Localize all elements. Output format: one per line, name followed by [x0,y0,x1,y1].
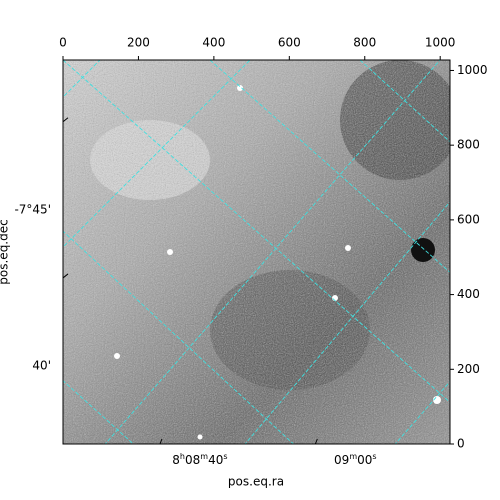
ra-tick-label: 09m00s [334,452,377,467]
dec-tick [62,273,69,279]
x-tick-label: 200 [127,36,150,50]
plot-frame [62,59,451,445]
x-tick-label: 400 [202,36,225,50]
dec-tick-label: 40' [32,358,51,372]
x-tick-label: 600 [278,36,301,50]
y-tick-label: 0 [457,437,465,451]
x-axis-label: pos.eq.ra [228,475,284,489]
y-tick-label: 600 [457,212,480,226]
y-tick-label: 400 [457,287,480,301]
dec-tick [62,117,69,123]
y-axis-label: pos.eq.dec [0,219,11,284]
y-tick-label: 1000 [457,63,488,77]
ra-tick-label: 8h08m40s [172,452,227,467]
ra-tick [159,438,163,445]
sky-image [63,60,450,444]
ra-tick [314,438,318,445]
x-tick-label: 0 [59,36,67,50]
y-tick-label: 200 [457,362,480,376]
dec-tick-label: -7°45' [14,202,51,216]
y-tick-label: 800 [457,138,480,152]
x-tick-label: 1000 [425,36,456,50]
x-tick-label: 800 [353,36,376,50]
